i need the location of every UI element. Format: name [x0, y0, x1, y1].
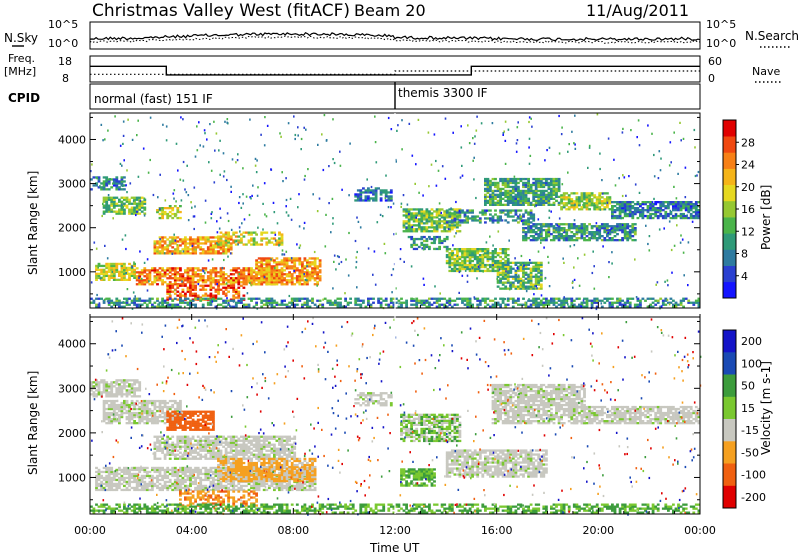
vel-yaxis-tick-1: 2000 — [58, 427, 86, 440]
power-yaxis-tick-1: 2000 — [58, 222, 86, 235]
vel-yaxis-tick-2: 3000 — [58, 382, 86, 395]
noise-tick-bottom-right: 10^0 — [706, 37, 736, 50]
power-cbar-tick-1: 24 — [741, 159, 755, 172]
nsky-trace — [89, 31, 701, 42]
xaxis-label: Time UT — [369, 541, 420, 554]
noise-tick-bottom-left: 10^0 — [48, 37, 78, 50]
noise-panel: N.Sky 10^5 10^0 10^5 10^0 N.Search — [4, 18, 799, 50]
noise-tick-top-left: 10^5 — [48, 18, 78, 31]
power-cbar-tick-5: 8 — [741, 248, 748, 261]
cpid-segment-themis: themis 3300 IF — [398, 86, 488, 100]
cpid-segment-normal: normal (fast) 151 IF — [94, 92, 213, 106]
power-yaxis-tick-3: 4000 — [58, 133, 86, 146]
nsky-label: N.Sky — [4, 31, 38, 45]
cpid-label: CPID — [8, 91, 40, 105]
power-cbar-tick-0: 28 — [741, 136, 755, 149]
power-yaxis-tick-0: 1000 — [58, 266, 86, 279]
velocity-cbar-tick-6: -100 — [741, 469, 766, 482]
velocity-cbar-tick-2: 50 — [741, 380, 755, 393]
nsearch-trace — [89, 35, 701, 44]
velocity-cbar-tick-4: -15 — [741, 424, 759, 437]
power-cbar-tick-6: 4 — [741, 270, 748, 283]
nave-tick-bottom: 0 — [708, 72, 715, 85]
velocity-ylabel: Slant Range [km] — [26, 371, 40, 475]
date-label: 11/Aug/2011 — [586, 1, 689, 20]
nave-label: Nave — [752, 65, 780, 78]
vel-yaxis-tick-3: 4000 — [58, 338, 86, 351]
cpid-panel: CPID normal (fast) 151 IF themis 3300 IF — [8, 82, 701, 110]
velocity-cbar-tick-3: 15 — [741, 402, 755, 415]
xaxis-tick-2: 08:00 — [277, 524, 309, 537]
plot-title: Christmas Valley West (fitACF) — [92, 1, 350, 21]
power-yaxis-tick-2: 3000 — [58, 178, 86, 191]
xaxis-tick-1: 04:00 — [176, 524, 208, 537]
vel-yaxis-tick-0: 1000 — [58, 471, 86, 484]
beam-label: Beam 20 — [354, 1, 426, 20]
nave-tick-top: 60 — [708, 55, 722, 68]
freq-panel: Freq. [MHz] 18 8 60 0 Nave — [4, 52, 782, 85]
noise-tick-top-right: 10^5 — [706, 18, 736, 31]
nsearch-label: N.Search — [745, 29, 799, 43]
xaxis-tick-4: 16:00 — [481, 524, 513, 537]
velocity-cbar-tick-1: 100 — [741, 357, 762, 370]
velocity-cbar-tick-5: -50 — [741, 446, 759, 459]
xaxis-tick-0: 00:00 — [74, 524, 106, 537]
power-cbar-tick-2: 20 — [741, 181, 755, 194]
power-colorbar-label: Power [dB] — [759, 185, 773, 250]
power-cbar-tick-3: 16 — [741, 203, 755, 216]
xaxis-tick-5: 20:00 — [582, 524, 614, 537]
velocity-cbar-tick-7: -200 — [741, 491, 766, 504]
velocity-panel: 1000 2000 3000 4000 Slant Range [km] 200 100… — [26, 316, 773, 516]
xaxis-tick-6: 00:00 — [684, 524, 716, 537]
freq-tick-top: 18 — [58, 55, 72, 68]
power-cbar-tick-4: 12 — [741, 225, 755, 238]
freq-tick-bottom: 8 — [62, 72, 69, 85]
power-panel: 1000 2000 3000 4000 Slant Range [km] 28 24 20… — [26, 112, 773, 311]
freq-label-bottom: [MHz] — [4, 65, 36, 78]
freq-label-top: Freq. — [8, 52, 35, 65]
velocity-colorbar-label: Velocity [m s-1] — [759, 361, 773, 455]
nave-trace — [90, 70, 700, 75]
velocity-cbar-tick-0: 200 — [741, 335, 762, 348]
power-ylabel: Slant Range [km] — [26, 171, 40, 275]
xaxis-tick-3: 12:00 — [379, 524, 411, 537]
